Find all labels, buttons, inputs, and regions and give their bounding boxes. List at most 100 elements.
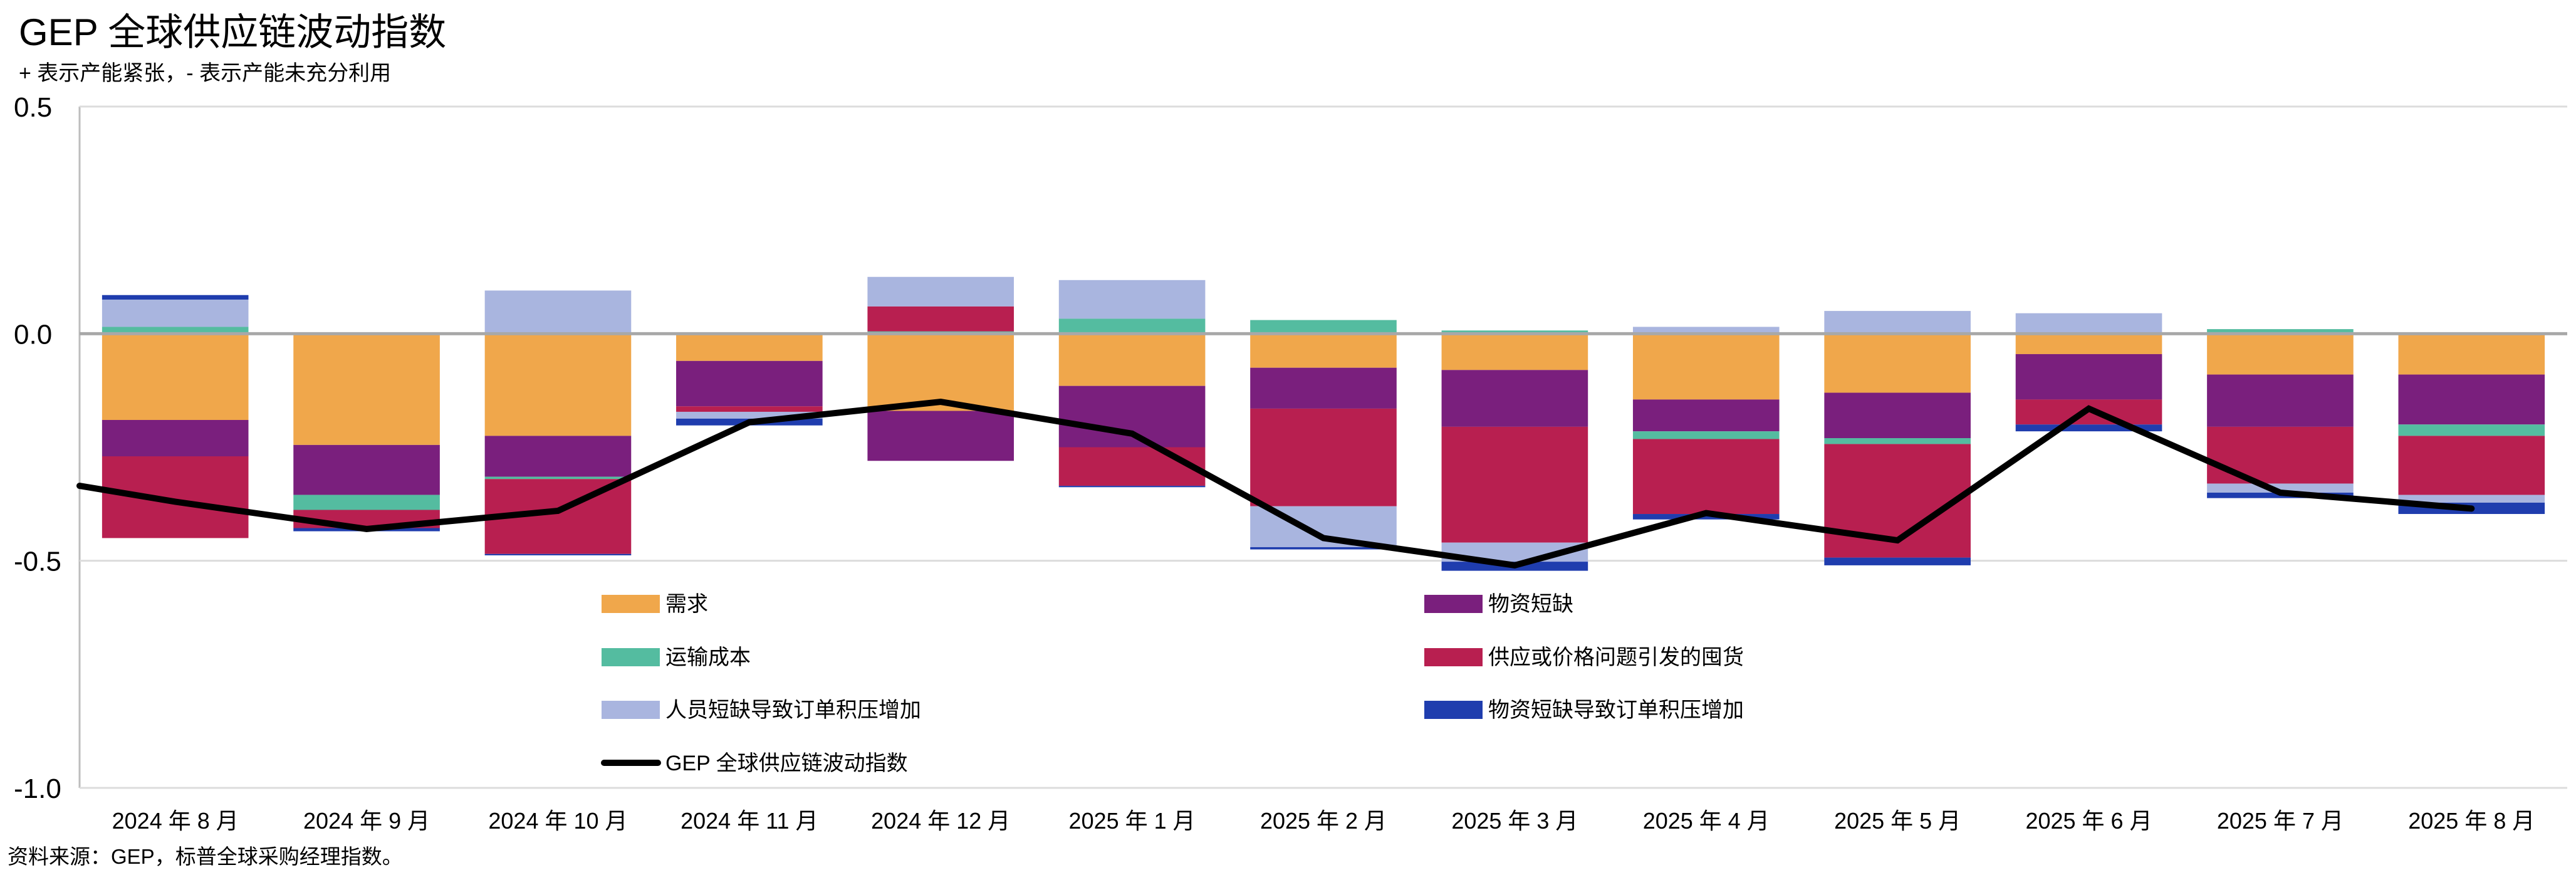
bar-segment-4 <box>102 456 249 538</box>
legend-label: 运输成本 <box>665 646 751 669</box>
bar-segment-6 <box>2015 424 2162 432</box>
bar-segment-2 <box>102 420 249 456</box>
x-tick-label: 2024 年 10 月 <box>488 808 627 834</box>
bar-segment-5 <box>1058 280 1206 319</box>
bar-segment-1 <box>2207 333 2354 375</box>
bar-segment-5 <box>1632 327 1780 334</box>
x-tick-label: 2024 年 12 月 <box>871 808 1010 834</box>
bar-segment-5 <box>1824 311 1971 334</box>
bar-segment-5 <box>2015 313 2162 333</box>
chart-title: GEP 全球供应链波动指数 <box>19 11 446 53</box>
x-axis-ticks: 2024 年 8 月 2024 年 9 月 2024 年 10 月 2024 年 11… <box>112 808 2535 834</box>
bar-segment-6 <box>102 295 249 300</box>
legend-label: 物资短缺 <box>1488 592 1573 616</box>
legend-swatch-5 <box>602 701 660 719</box>
bar-segment-3 <box>1632 431 1780 439</box>
x-tick-label: 2024 年 11 月 <box>681 808 818 834</box>
x-tick-label: 2024 年 9 月 <box>303 808 430 834</box>
legend-swatch-2 <box>1424 595 1483 613</box>
bar-segment-2 <box>2015 354 2162 400</box>
x-tick-label: 2025 年 7 月 <box>2217 808 2344 834</box>
bar-segment-1 <box>2398 333 2545 375</box>
bar-segment-2 <box>484 436 632 477</box>
bar-segment-1 <box>293 333 440 445</box>
legend-swatch-1 <box>602 595 660 613</box>
y-tick-label: 0.5 <box>14 92 52 123</box>
bar-segment-2 <box>1058 385 1206 448</box>
x-tick-label: 2025 年 5 月 <box>1834 808 1961 834</box>
bar-segment-1 <box>2015 333 2162 354</box>
bar-segment-4 <box>1441 426 1588 543</box>
bar-segment-6 <box>1824 557 1971 565</box>
bar-segment-4 <box>867 306 1014 332</box>
bar-segment-5 <box>2207 483 2354 493</box>
bar-segment-3 <box>2207 329 2354 334</box>
bar-segment-3 <box>293 495 440 510</box>
x-tick-label: 2025 年 6 月 <box>2025 808 2152 834</box>
bar-segment-3 <box>1250 320 1397 334</box>
bar-segment-2 <box>1250 367 1397 409</box>
bar-segment-6 <box>1058 486 1206 488</box>
x-tick-label: 2025 年 2 月 <box>1260 808 1387 834</box>
bar-segment-6 <box>1250 547 1397 550</box>
bar-segment-1 <box>484 333 632 436</box>
y-tick-label: -0.5 <box>14 547 61 577</box>
legend-label: 人员短缺导致订单积压增加 <box>665 698 921 722</box>
bar-segment-1 <box>1058 333 1206 386</box>
bar-segment-3 <box>1824 438 1971 444</box>
legend-label: 供应或价格问题引发的囤货 <box>1488 646 1744 669</box>
bar-segment-5 <box>867 276 1014 307</box>
bar-segment-2 <box>2207 374 2354 427</box>
legend-swatch-4 <box>1424 648 1483 666</box>
bar-segment-3 <box>484 476 632 480</box>
bar-segment-2 <box>2398 374 2545 425</box>
bar-segment-1 <box>102 333 249 421</box>
bar-segment-1 <box>1441 333 1588 370</box>
x-tick-label: 2025 年 4 月 <box>1643 808 1770 834</box>
bar-segment-4 <box>676 406 823 412</box>
bar-segment-6 <box>1632 514 1780 520</box>
bar-segment-1 <box>1250 333 1397 368</box>
bar-segment-3 <box>102 327 249 334</box>
legend-label: GEP 全球供应链波动指数 <box>665 752 908 775</box>
legend-swatch-3 <box>602 648 660 666</box>
stacked-bars <box>102 276 2545 571</box>
bar-segment-4 <box>2398 436 2545 495</box>
bar-segment-3 <box>2398 424 2545 436</box>
bar-segment-2 <box>676 360 823 407</box>
y-axis-ticks: 0.5 0.0 -0.5 -1.0 <box>14 92 61 804</box>
legend-swatch-6 <box>1424 701 1483 719</box>
y-tick-label: 0.0 <box>14 319 52 350</box>
bar-segment-2 <box>867 411 1014 461</box>
bar-segment-2 <box>1441 370 1588 427</box>
bar-segment-3 <box>1058 318 1206 334</box>
bar-segment-5 <box>2398 495 2545 503</box>
bar-segment-1 <box>1824 333 1971 393</box>
bar-segment-1 <box>867 333 1014 411</box>
chart-subtitle: + 表示产能紧张，- 表示产能未充分利用 <box>19 61 391 85</box>
x-tick-label: 2025 年 1 月 <box>1069 808 1196 834</box>
x-tick-label: 2025 年 3 月 <box>1451 808 1578 834</box>
bar-segment-1 <box>1632 333 1780 400</box>
bar-segment-4 <box>1250 408 1397 506</box>
bar-segment-4 <box>1632 439 1780 515</box>
gridlines <box>78 105 2567 789</box>
bar-segment-2 <box>1824 392 1971 439</box>
bar-segment-4 <box>2207 426 2354 484</box>
source-note: 资料来源：GEP，标普全球采购经理指数。 <box>8 845 403 868</box>
bar-segment-5 <box>676 411 823 419</box>
legend-label: 需求 <box>665 592 708 616</box>
bar-segment-6 <box>484 553 632 555</box>
y-tick-label: -1.0 <box>14 773 61 804</box>
bar-segment-2 <box>1632 399 1780 432</box>
bar-segment-4 <box>1058 447 1206 486</box>
bar-segment-3 <box>1441 330 1588 334</box>
x-tick-label: 2025 年 8 月 <box>2408 808 2535 834</box>
bar-segment-1 <box>676 333 823 361</box>
bar-segment-2 <box>293 444 440 495</box>
index-line <box>76 398 2475 569</box>
x-tick-label: 2024 年 8 月 <box>112 808 239 834</box>
legend-label: 物资短缺导致订单积压增加 <box>1488 698 1744 722</box>
